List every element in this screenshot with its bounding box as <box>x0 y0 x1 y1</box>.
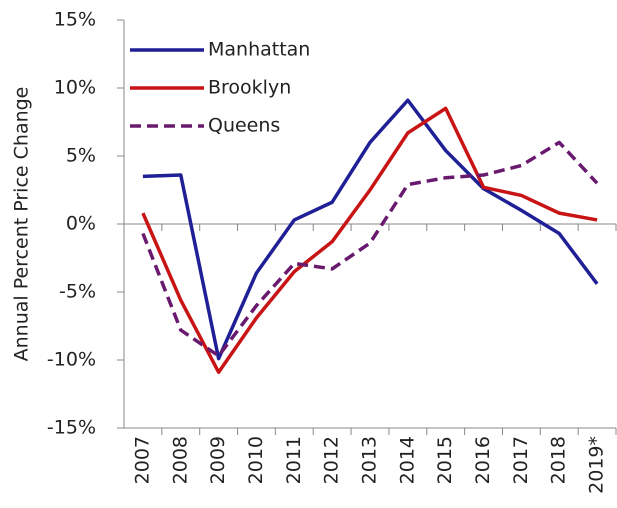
series-line <box>141 106 598 374</box>
x-tick-label: 2018 <box>548 436 570 484</box>
x-tick-label: 2014 <box>396 436 418 484</box>
series-line <box>142 98 599 361</box>
x-tick-label: 2010 <box>245 436 267 484</box>
y-tick-label: 15% <box>54 9 96 31</box>
y-tick-label: 0% <box>66 213 96 235</box>
y-tick-label: 10% <box>54 77 96 99</box>
legend-label: Manhattan <box>208 39 310 61</box>
x-tick-label: 2013 <box>359 436 381 484</box>
y-axis-title: Annual Percent Price Change <box>11 87 33 362</box>
legend-label: Queens <box>208 115 280 137</box>
x-tick-label: 2008 <box>169 436 191 484</box>
x-tick-label: 2019* <box>586 436 608 494</box>
y-tick-label: -15% <box>47 417 96 439</box>
x-tick-label: 2015 <box>434 436 456 484</box>
x-tick-label: 2016 <box>472 436 494 484</box>
x-tick-label: 2009 <box>207 436 229 484</box>
x-tick-label: 2011 <box>283 436 305 484</box>
x-tick-label: 2017 <box>510 436 532 484</box>
y-tick-label: -5% <box>59 281 96 303</box>
y-tick-label: 5% <box>66 145 96 167</box>
legend-label: Brooklyn <box>208 77 291 99</box>
x-tick-label: 2012 <box>321 436 343 484</box>
y-tick-label: -10% <box>47 349 96 371</box>
x-tick-label: 2007 <box>131 436 153 484</box>
